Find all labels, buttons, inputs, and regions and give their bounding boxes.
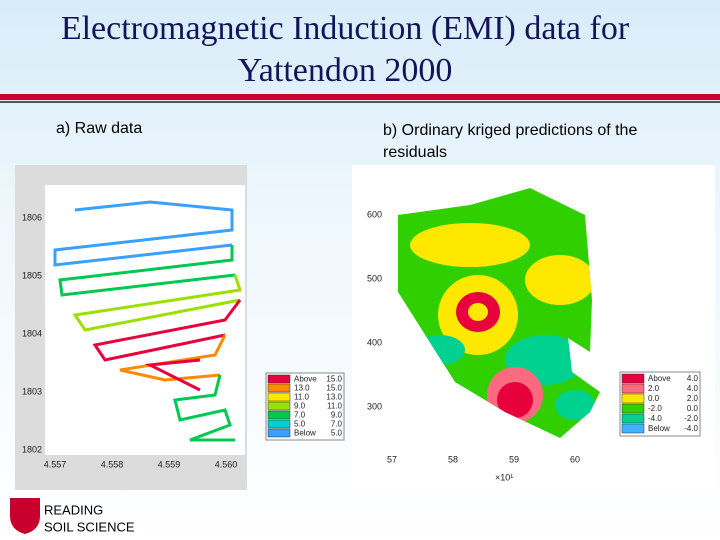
legend-swatch (267, 383, 291, 393)
y-tick-label: 1806 (22, 212, 42, 222)
legend-label: Above (294, 375, 317, 384)
legend-value: -4.0 (684, 424, 698, 433)
legend-swatch (621, 413, 645, 424)
y-tick-label: 300 (367, 401, 382, 411)
y-tick-label: 1803 (22, 386, 42, 396)
legend-label: -4.0 (648, 414, 662, 423)
footer-org: READING (44, 502, 103, 517)
x-axis-unit: ×10¹ (495, 472, 513, 482)
y-tick-label: 400 (367, 337, 382, 347)
legend-label: Above (648, 374, 671, 383)
y-tick-label: 600 (367, 209, 382, 219)
legend-value: 4.0 (687, 374, 699, 383)
x-tick-label: 4.557 (44, 459, 67, 469)
y-tick-label: 500 (367, 273, 382, 283)
x-tick-label: 58 (448, 454, 458, 464)
legend-label: 11.0 (294, 393, 310, 402)
legend-label: -2.0 (648, 404, 662, 413)
legend-swatch (267, 401, 291, 411)
legend-value: 13.0 (326, 393, 342, 402)
legend-label: 5.0 (294, 420, 306, 429)
legend-swatch (621, 383, 645, 394)
x-tick-label: 4.560 (215, 459, 238, 469)
legend-swatch (267, 410, 291, 420)
rule (0, 101, 720, 103)
legend-label: 2.0 (648, 384, 660, 393)
legend-value: 9.0 (331, 411, 343, 420)
y-tick-label: 1804 (22, 328, 42, 338)
rule (0, 94, 720, 100)
legend-value: 15.0 (326, 384, 342, 393)
legend-swatch (267, 419, 291, 429)
plot-area (45, 185, 245, 455)
legend-swatch (267, 392, 291, 402)
y-tick-label: 1805 (22, 270, 42, 280)
legend-swatch (621, 373, 645, 384)
legend-label: Below (648, 424, 670, 433)
legend-label: 7.0 (294, 411, 306, 420)
x-tick-label: 4.558 (101, 459, 124, 469)
panel-caption: a) Raw data (56, 120, 143, 137)
legend-swatch (267, 428, 291, 438)
x-tick-label: 4.559 (158, 459, 181, 469)
legend-value: -2.0 (684, 414, 698, 423)
y-tick-label: 1802 (22, 444, 42, 454)
panel-caption: b) Ordinary kriged predictions of the re… (383, 122, 638, 161)
logo (10, 498, 40, 534)
footer-dept: SOIL SCIENCE (44, 519, 135, 534)
legend-label: 13.0 (294, 384, 310, 393)
legend-value: 4.0 (687, 384, 699, 393)
x-tick-label: 60 (570, 454, 580, 464)
slide-title: Electromagnetic Induction (EMI) data for… (60, 10, 630, 89)
legend-label: 9.0 (294, 402, 306, 411)
legend-value: 2.0 (687, 394, 699, 403)
legend-swatch (267, 374, 291, 384)
legend-swatch (621, 393, 645, 404)
legend-swatch (621, 423, 645, 434)
legend-value: 0.0 (687, 404, 699, 413)
x-tick-label: 57 (387, 454, 397, 464)
legend-value: 11.0 (327, 402, 343, 411)
legend-swatch (621, 403, 645, 414)
legend-value: 15.0 (326, 375, 342, 384)
survey-lines (53, 200, 242, 442)
legend-label: 0.0 (648, 394, 660, 403)
legend-value: 7.0 (331, 420, 343, 429)
x-tick-label: 59 (509, 454, 519, 464)
legend-label: Below (294, 429, 316, 438)
legend-value: 5.0 (331, 429, 343, 438)
